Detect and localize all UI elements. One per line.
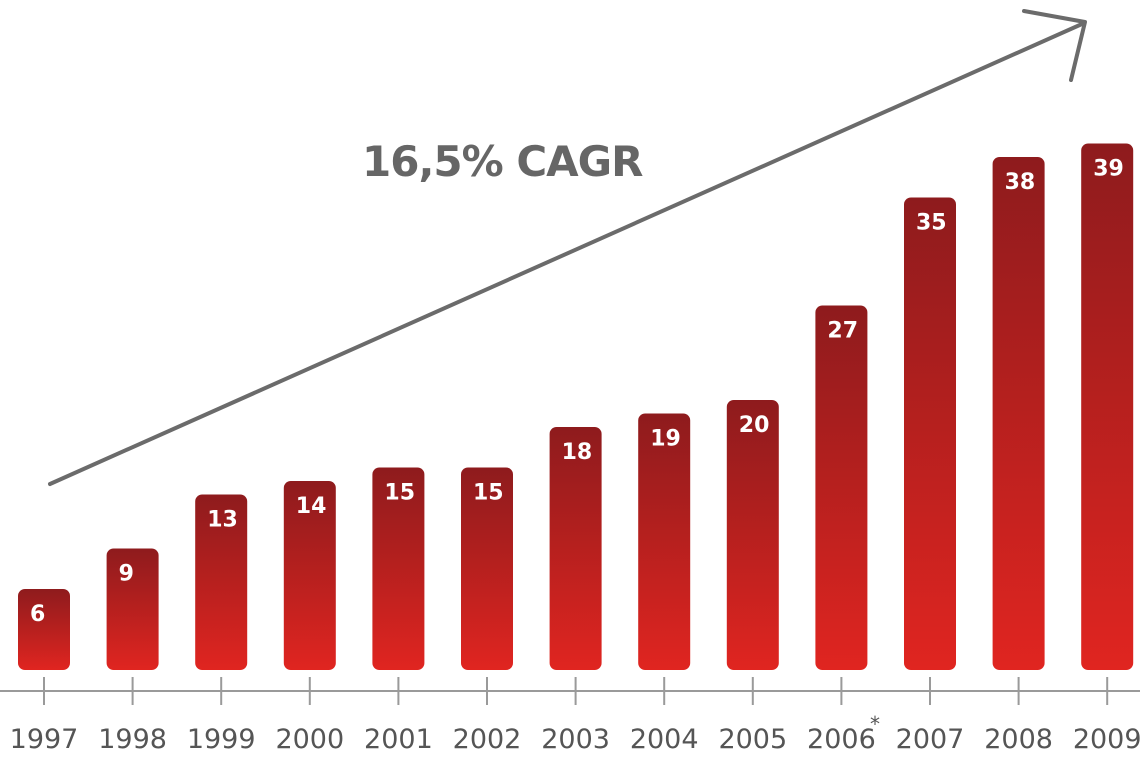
bar-2006 (815, 305, 868, 670)
bar-value-label-2009: 39 (1093, 157, 1124, 182)
bar-2005 (726, 400, 779, 670)
bar-value-label-2002: 15 (473, 481, 504, 506)
x-tick-label-2000: 2000 (275, 724, 344, 755)
bar-value-label-2005: 20 (739, 413, 770, 438)
x-tick-label-2008: 2008 (984, 724, 1053, 755)
bar-1999 (195, 494, 248, 670)
x-tick-label-2009: 2009 (1073, 724, 1140, 755)
x-tick-label-2007: 2007 (896, 724, 965, 755)
bar-value-label-1997: 6 (30, 602, 45, 627)
bar-1997 (18, 589, 70, 670)
bar-2004 (638, 413, 691, 670)
cagr-arrow (48, 9, 1087, 486)
bar-2003 (549, 427, 602, 670)
bar-value-label-2003: 18 (562, 440, 593, 465)
bar-2008 (992, 157, 1045, 670)
bar-value-label-1999: 13 (207, 508, 238, 533)
footnote-marker: * (870, 712, 880, 736)
x-axis-ticks (43, 677, 1109, 705)
bar-2007 (904, 197, 956, 670)
x-tick-label-1997: 1997 (10, 724, 79, 755)
x-tick-label-2004: 2004 (630, 724, 699, 755)
bar-value-label-2001: 15 (384, 481, 415, 506)
bar-value-label-2004: 19 (650, 427, 681, 452)
x-tick-label-1999: 1999 (187, 724, 256, 755)
bars-layer: 6 9 13 14 15 15 18 19 20 27 35 38 39 (18, 143, 1134, 670)
bar-2009 (1081, 143, 1134, 670)
x-tick-label-2005: 2005 (718, 724, 787, 755)
bar-2000 (283, 481, 336, 670)
bar-2002 (461, 467, 513, 670)
cagr-arrow-line (48, 22, 1084, 486)
x-axis-labels: 1997 1998 1999 2000 2001 2002 2003 2004 2005 2006… (10, 724, 1140, 755)
x-tick-label-2001: 2001 (364, 724, 433, 755)
bar-1998 (106, 548, 159, 670)
cagr-arrow-head (1022, 9, 1087, 82)
x-tick-label-2003: 2003 (541, 724, 610, 755)
x-tick-label-2006: 2006 (807, 724, 876, 755)
bar-value-label-1998: 9 (119, 562, 134, 587)
bar-value-label-2008: 38 (1005, 170, 1036, 195)
cagr-annotation: 16,5% CAGR (362, 137, 643, 186)
bar-value-label-2007: 35 (916, 211, 947, 236)
bar-value-label-2006: 27 (827, 319, 858, 344)
x-tick-label-1998: 1998 (98, 724, 167, 755)
x-tick-label-2002: 2002 (453, 724, 522, 755)
bar-value-label-2000: 14 (296, 494, 327, 519)
bar-2001 (372, 467, 425, 670)
